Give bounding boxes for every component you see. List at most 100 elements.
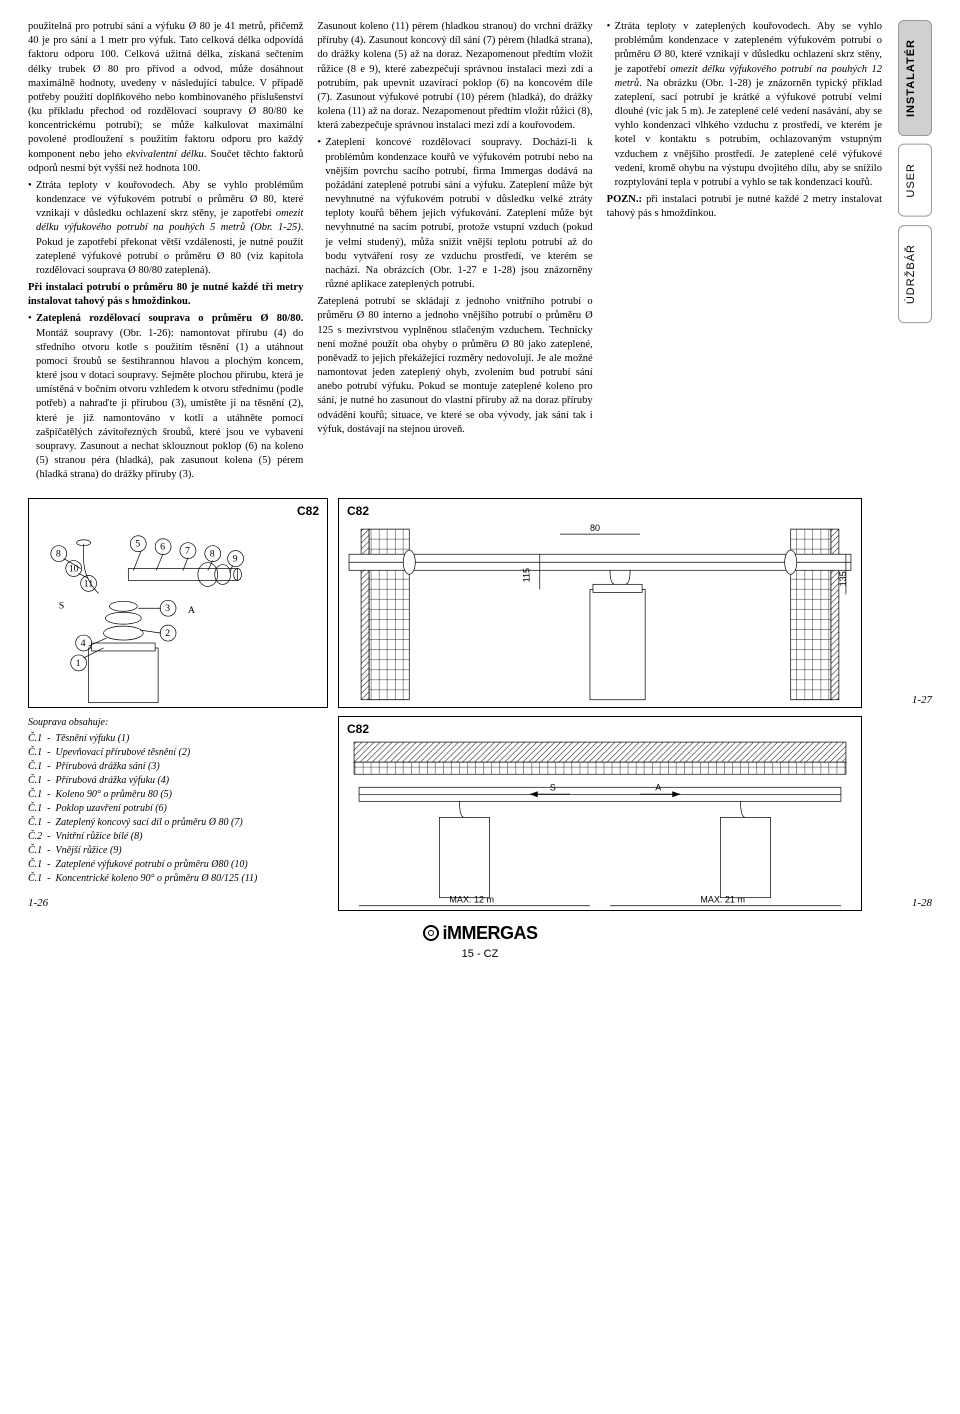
kit-row: Č.1 - Přírubová drážka sání (3) <box>28 760 328 774</box>
kit-d: Zateplené výfukové potrubí o průměru Ø80… <box>56 859 248 870</box>
svg-text:S: S <box>59 600 65 611</box>
brand-icon <box>423 925 439 941</box>
svg-text:7: 7 <box>185 545 190 556</box>
kit-q: Č.1 <box>28 789 42 800</box>
svg-text:1: 1 <box>76 657 81 668</box>
exploded-view-svg: 8 10 11 5 6 7 8 9 3 2 4 1 S A <box>29 499 327 708</box>
kit-q: Č.1 <box>28 817 42 828</box>
col1-p1-text: použitelná pro potrubí sání a výfuku Ø 8… <box>28 21 303 160</box>
kit-q: Č.1 <box>28 733 42 744</box>
svg-text:4: 4 <box>81 638 86 649</box>
diagram-1-exploded: C82 <box>28 498 328 708</box>
brand-logo: iMMERGAS <box>423 921 538 945</box>
kit-d: Upevňovací přírubové těsnění (2) <box>56 747 191 758</box>
svg-text:135: 135 <box>838 571 848 586</box>
diagram-1-label: C82 <box>297 503 319 519</box>
kit-head: Souprava obsahuje: <box>28 716 328 730</box>
col1-li1-a: Ztráta teploty v kouřovodech. Aby se vyh… <box>36 180 303 219</box>
kit-row: Č.1 - Přírubová drážka výfuku (4) <box>28 774 328 788</box>
kit-q: Č.1 <box>28 845 42 856</box>
kit-d: Těsnění výfuku (1) <box>56 733 130 744</box>
col1-para1: použitelná pro potrubí sání a výfuku Ø 8… <box>28 20 303 176</box>
svg-text:5: 5 <box>135 538 140 549</box>
svg-text:115: 115 <box>522 567 532 581</box>
diagram-right-col: C82 <box>338 498 932 911</box>
col1-li2: Zateplená rozdělovací souprava o průměru… <box>28 312 303 482</box>
kit-d: Koncentrické koleno 90° o průměru Ø 80/1… <box>56 873 258 884</box>
svg-text:10: 10 <box>69 563 79 574</box>
kit-q: Č.1 <box>28 873 42 884</box>
kit-row: Č.1 - Koleno 90° o průměru 80 (5) <box>28 788 328 802</box>
diagram-3-label: C82 <box>347 721 369 737</box>
kit-q: Č.1 <box>28 803 42 814</box>
col1-li1: Ztráta teploty v kouřovodech. Aby se vyh… <box>28 179 303 278</box>
kit-d: Vnější růžice (9) <box>56 845 122 856</box>
tab-user[interactable]: USER <box>898 144 932 217</box>
fig-num-1-28: 1-28 <box>912 896 932 911</box>
kit-d: Koleno 90° o průměru 80 (5) <box>56 789 173 800</box>
brand-text: iMMERGAS <box>443 921 538 945</box>
pozn-body: při instalaci potrubí je nutné každé 2 m… <box>607 194 882 219</box>
page-footer: iMMERGAS 15 - CZ <box>28 921 932 962</box>
svg-text:S: S <box>550 782 556 792</box>
max-left: MAX. 12 m <box>449 894 494 904</box>
diagram-2-section: C82 <box>338 498 862 708</box>
kit-row: Č.1 - Vnější růžice (9) <box>28 844 328 858</box>
kit-row: Č.1 - Poklop uzavření potrubí (6) <box>28 802 328 816</box>
col3-li1-b: . Na obrázku (Obr. 1-28) je znázorněn ty… <box>615 78 882 188</box>
kit-q: Č.1 <box>28 859 42 870</box>
kit-q: Č.2 <box>28 831 42 842</box>
kit-row: Č.1 - Zateplené výfukové potrubí o průmě… <box>28 858 328 872</box>
col3-li1: Ztráta teploty v zateplených kouřovodech… <box>607 20 882 190</box>
svg-text:11: 11 <box>84 578 94 589</box>
column-2: Zasunout koleno (11) pérem (hladkou stra… <box>317 20 592 486</box>
col3-pozn: POZN.: při instalaci potrubí je nutné ka… <box>607 193 882 221</box>
diagram-section: C82 <box>28 498 932 911</box>
col2-li1: Zateplení koncové rozdělovací soupravy. … <box>317 136 592 292</box>
kit-contents-list: Souprava obsahuje: Č.1 - Těsnění výfuku … <box>28 716 328 886</box>
svg-text:A: A <box>655 782 661 792</box>
kit-d: Zateplený koncový sací díl o průměru Ø 8… <box>56 817 243 828</box>
kit-d: Přírubová drážka výfuku (4) <box>56 775 170 786</box>
wall-section-svg: 80 115 135 <box>339 499 861 710</box>
diagram-3-install: C82 <box>338 716 862 911</box>
kit-row: Č.2 - Vnitřní růžice bílé (8) <box>28 830 328 844</box>
kit-q: Č.1 <box>28 761 42 772</box>
kit-row: Č.1 - Zateplený koncový sací díl o průmě… <box>28 816 328 830</box>
svg-text:8: 8 <box>56 548 61 559</box>
kit-row: Č.1 - Těsnění výfuku (1) <box>28 732 328 746</box>
page-body: použitelná pro potrubí sání a výfuku Ø 8… <box>28 20 932 486</box>
pozn-head: POZN.: <box>607 194 642 205</box>
svg-text:6: 6 <box>160 541 165 552</box>
kit-d: Poklop uzavření potrubí (6) <box>56 803 167 814</box>
sidebar-tabs: INSTALATÉR USER ÚDRŽBÁŘ <box>898 20 932 486</box>
col2-p2: Zateplená potrubí se skládají z jednoho … <box>317 295 592 437</box>
kit-q: Č.1 <box>28 747 42 758</box>
tab-installer[interactable]: INSTALATÉR <box>898 20 932 136</box>
svg-text:2: 2 <box>165 628 170 639</box>
col1-bold-note: Při instalaci potrubí o průměru 80 je nu… <box>28 281 303 309</box>
fig-num-1-27: 1-27 <box>912 693 932 708</box>
kit-row: Č.1 - Koncentrické koleno 90° o průměru … <box>28 872 328 886</box>
col1-li2-head: Zateplená rozdělovací souprava o průměru… <box>36 313 303 324</box>
kit-row: Č.1 - Upevňovací přírubové těsnění (2) <box>28 746 328 760</box>
page-number: 15 - CZ <box>28 947 932 962</box>
diagram-2-label: C82 <box>347 503 369 519</box>
svg-text:9: 9 <box>233 553 238 564</box>
svg-text:3: 3 <box>165 603 170 614</box>
svg-text:80: 80 <box>590 523 600 533</box>
col1-p1-em: ekvivalentní délku <box>126 149 204 160</box>
svg-text:8: 8 <box>210 548 215 559</box>
svg-text:A: A <box>188 605 196 616</box>
install-plan-svg: S A MAX. 12 m MAX. 21 m <box>339 717 861 913</box>
column-1: použitelná pro potrubí sání a výfuku Ø 8… <box>28 20 303 486</box>
column-3: Ztráta teploty v zateplených kouřovodech… <box>607 20 882 486</box>
kit-d: Přírubová drážka sání (3) <box>56 761 160 772</box>
tab-maintenance[interactable]: ÚDRŽBÁŘ <box>898 225 932 323</box>
fig-num-1-26: 1-26 <box>28 896 328 911</box>
kit-d: Vnitřní růžice bílé (8) <box>56 831 143 842</box>
col1-li2-body: Montáž soupravy (Obr. 1-26): namontovat … <box>36 328 303 481</box>
col2-p1: Zasunout koleno (11) pérem (hladkou stra… <box>317 20 592 133</box>
max-right: MAX. 21 m <box>700 894 745 904</box>
text-columns: použitelná pro potrubí sání a výfuku Ø 8… <box>28 20 882 486</box>
